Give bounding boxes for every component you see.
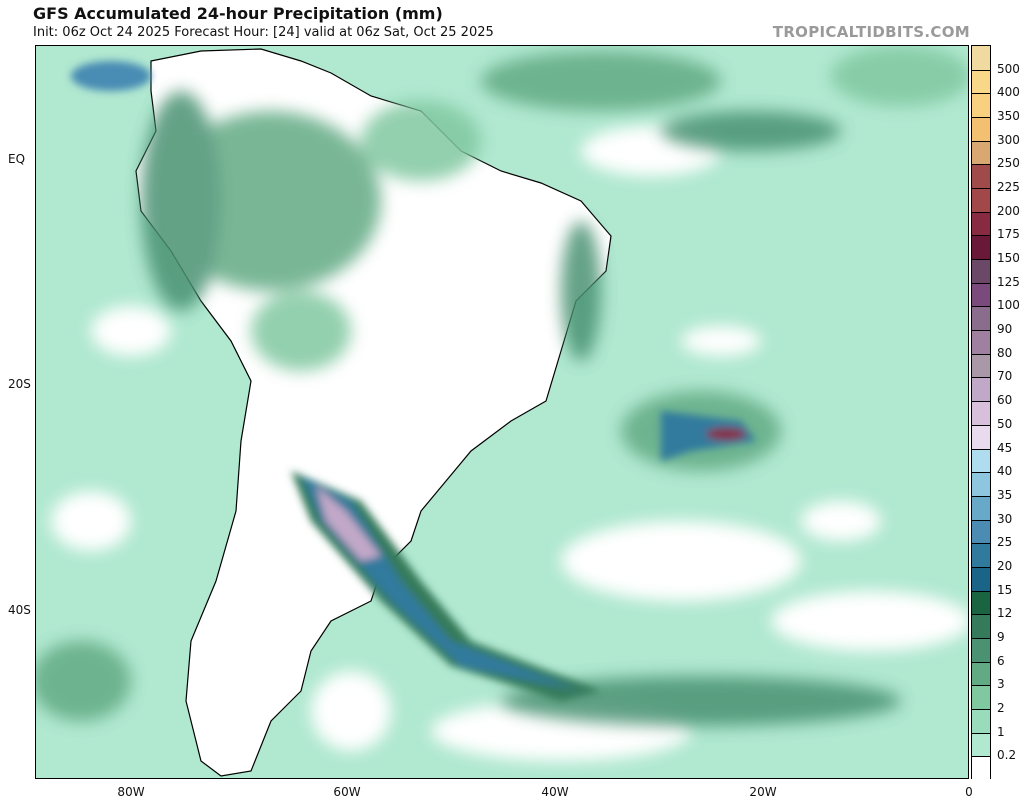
colorbar-label: 150 bbox=[997, 251, 1020, 266]
colorbar-segment bbox=[972, 756, 990, 780]
colorbar bbox=[971, 45, 991, 780]
lon-label-80w: 80W bbox=[117, 785, 145, 799]
colorbar-label: 2 bbox=[997, 700, 1005, 715]
lon-label-0: 0 bbox=[965, 785, 973, 799]
colorbar-label: 35 bbox=[997, 487, 1013, 502]
colorbar-label: 40 bbox=[997, 464, 1013, 479]
colorbar-label: 12 bbox=[997, 606, 1013, 621]
lat-label-eq: EQ bbox=[8, 152, 26, 166]
colorbar-segment bbox=[972, 235, 990, 260]
colorbar-label: 80 bbox=[997, 345, 1013, 360]
colorbar-segment bbox=[972, 46, 990, 70]
colorbar-label: 25 bbox=[997, 535, 1013, 550]
colorbar-segment bbox=[972, 117, 990, 141]
colorbar-segment bbox=[972, 519, 990, 544]
map-svg bbox=[36, 46, 968, 778]
colorbar-segment bbox=[972, 732, 990, 757]
colorbar-label: 1 bbox=[997, 724, 1005, 739]
colorbar-segment bbox=[972, 188, 990, 212]
colorbar-segment bbox=[972, 448, 990, 473]
colorbar-label: 45 bbox=[997, 440, 1013, 455]
colorbar-segment bbox=[972, 140, 990, 165]
colorbar-label: 250 bbox=[997, 156, 1020, 171]
colorbar-label: 500 bbox=[997, 61, 1020, 76]
colorbar-label: 0.2 bbox=[997, 748, 1017, 763]
colorbar-label: 400 bbox=[997, 85, 1020, 100]
colorbar-segment bbox=[972, 330, 990, 354]
colorbar-label: 60 bbox=[997, 393, 1013, 408]
colorbar-segment bbox=[972, 495, 990, 520]
colorbar-label: 6 bbox=[997, 653, 1005, 668]
colorbar-segment bbox=[972, 424, 990, 449]
colorbar-label: 70 bbox=[997, 369, 1013, 384]
colorbar-segment bbox=[972, 93, 990, 118]
colorbar-segment bbox=[972, 590, 990, 615]
precip-heavy-band bbox=[71, 61, 756, 701]
precip-green-areas bbox=[36, 46, 968, 726]
colorbar-label: 3 bbox=[997, 677, 1005, 692]
colorbar-label: 350 bbox=[997, 109, 1020, 124]
colorbar-label: 200 bbox=[997, 203, 1020, 218]
lat-label-20s: 20S bbox=[8, 377, 31, 391]
colorbar-label: 50 bbox=[997, 416, 1013, 431]
colorbar-segment bbox=[972, 211, 990, 236]
colorbar-label: 225 bbox=[997, 180, 1020, 195]
colorbar-label: 20 bbox=[997, 558, 1013, 573]
colorbar-segment bbox=[972, 353, 990, 378]
colorbar-label: 125 bbox=[997, 274, 1020, 289]
colorbar-segment bbox=[972, 377, 990, 402]
lon-label-60w: 60W bbox=[333, 785, 361, 799]
colorbar-segment bbox=[972, 472, 990, 496]
colorbar-segment bbox=[972, 306, 990, 331]
colorbar-label: 15 bbox=[997, 582, 1013, 597]
colorbar-segment bbox=[972, 637, 990, 662]
lon-label-20w: 20W bbox=[749, 785, 777, 799]
colorbar-segment bbox=[972, 164, 990, 189]
colorbar-label: 90 bbox=[997, 322, 1013, 337]
chart-title: GFS Accumulated 24-hour Precipitation (m… bbox=[33, 4, 443, 23]
colorbar-segment bbox=[972, 543, 990, 567]
chart-subtitle: Init: 06z Oct 24 2025 Forecast Hour: [24… bbox=[33, 25, 494, 40]
colorbar-label: 100 bbox=[997, 298, 1020, 313]
colorbar-segment bbox=[972, 566, 990, 591]
colorbar-segment bbox=[972, 614, 990, 638]
colorbar-segment bbox=[972, 282, 990, 307]
colorbar-label: 175 bbox=[997, 227, 1020, 242]
watermark: TROPICALTIDBITS.COM bbox=[772, 23, 970, 41]
colorbar-segment bbox=[972, 259, 990, 283]
colorbar-label: 9 bbox=[997, 629, 1005, 644]
colorbar-segment bbox=[972, 69, 990, 94]
lon-label-40w: 40W bbox=[541, 785, 569, 799]
colorbar-segment bbox=[972, 708, 990, 733]
colorbar-segment bbox=[972, 661, 990, 686]
colorbar-segment bbox=[972, 685, 990, 709]
colorbar-label: 30 bbox=[997, 511, 1013, 526]
lat-label-40s: 40S bbox=[8, 603, 31, 617]
colorbar-segment bbox=[972, 401, 990, 425]
precipitation-map bbox=[35, 45, 969, 779]
colorbar-label: 300 bbox=[997, 132, 1020, 147]
